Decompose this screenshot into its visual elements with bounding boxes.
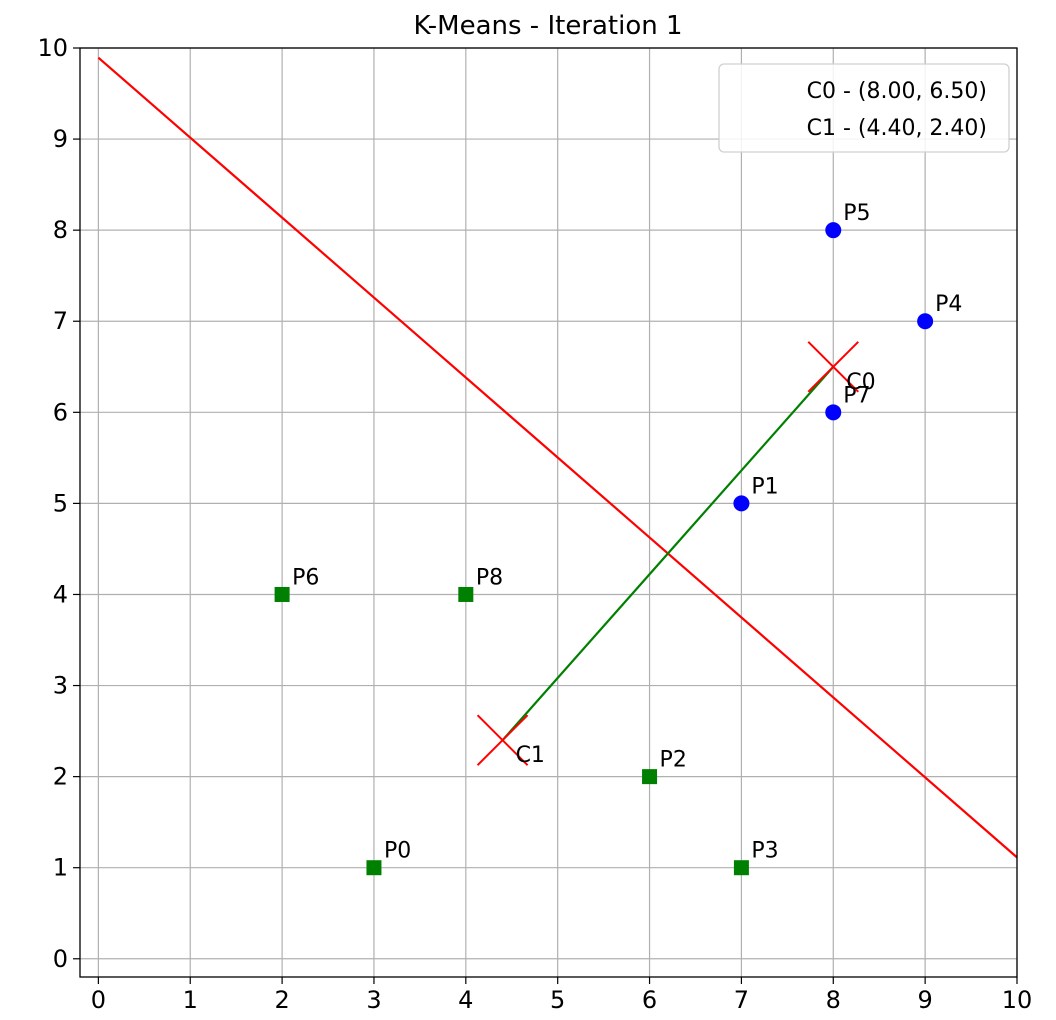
x-tick-label: 10: [1002, 986, 1033, 1014]
y-tick-label: 0: [53, 945, 68, 973]
y-tick-label: 1: [53, 854, 68, 882]
centroid-label: C0: [846, 370, 875, 395]
centroid-marker-stroke: [476, 714, 529, 766]
point-label: P3: [751, 839, 778, 864]
plot-area: P0 P1 P2 P3 P4 P5 P6 P7 P8 C0 C1: [97, 56, 1018, 876]
x-tick-label: 7: [734, 986, 749, 1014]
point-p6: [274, 586, 290, 602]
point-p5: [825, 222, 842, 239]
legend-entry: C1 - (4.40, 2.40): [807, 116, 987, 141]
point-label: P5: [843, 201, 870, 226]
point-p1: [733, 495, 750, 512]
legend-entry: C0 - (8.00, 6.50): [807, 79, 987, 104]
point-label: P6: [292, 565, 319, 590]
centroid-marker-stroke: [807, 341, 859, 393]
centroid-c1: [476, 714, 529, 766]
x-tick-label: 3: [366, 986, 381, 1014]
x-tick-label: 5: [550, 986, 565, 1014]
point-p7: [825, 404, 842, 421]
point-p3: [733, 860, 749, 876]
y-tick-label: 6: [53, 398, 68, 426]
x-tick-label: 1: [183, 986, 198, 1014]
x-tick-label: 8: [826, 986, 841, 1014]
point-p0: [366, 860, 382, 876]
y-tick-label: 10: [37, 34, 68, 62]
plot-frame: [79, 47, 1018, 978]
point-p8: [458, 586, 474, 602]
y-tick-label: 7: [53, 307, 68, 335]
point-label: P4: [935, 292, 962, 317]
point-label: P2: [660, 748, 687, 773]
centroid-label: C1: [516, 743, 545, 768]
y-tick-label: 3: [53, 672, 68, 700]
grid: [80, 47, 1018, 977]
legend: C0 - (8.00, 6.50) C1 - (4.40, 2.40): [718, 63, 1010, 153]
x-tick-label: 9: [917, 986, 932, 1014]
point-label: P1: [751, 474, 778, 499]
point-label: P7: [843, 383, 870, 408]
y-tick-label: 8: [53, 216, 68, 244]
centroid-c0: [807, 341, 859, 393]
y-tick-label: 9: [53, 125, 68, 153]
chart-title: K-Means - Iteration 1: [413, 11, 682, 41]
y-tick-label: 2: [53, 763, 68, 791]
x-tick-label: 2: [274, 986, 289, 1014]
x-tick-label: 6: [642, 986, 657, 1014]
y-tick-label: 4: [53, 580, 68, 608]
point-label: P8: [476, 565, 503, 590]
y-tick-label: 5: [53, 489, 68, 517]
decision-boundary: [97, 56, 1018, 859]
x-tick-label: 0: [91, 986, 106, 1014]
centroid-connector: [501, 366, 835, 741]
legend-box: [718, 63, 1010, 153]
axis-ticks: 0 1 2 3 4 5 6 7 8 9 10 0 1 2 3 4 5 6 7 8 9 10: [37, 34, 1032, 1014]
point-p4: [917, 313, 934, 330]
x-tick-label: 4: [458, 986, 473, 1014]
point-p2: [642, 769, 658, 785]
point-label: P0: [384, 839, 411, 864]
